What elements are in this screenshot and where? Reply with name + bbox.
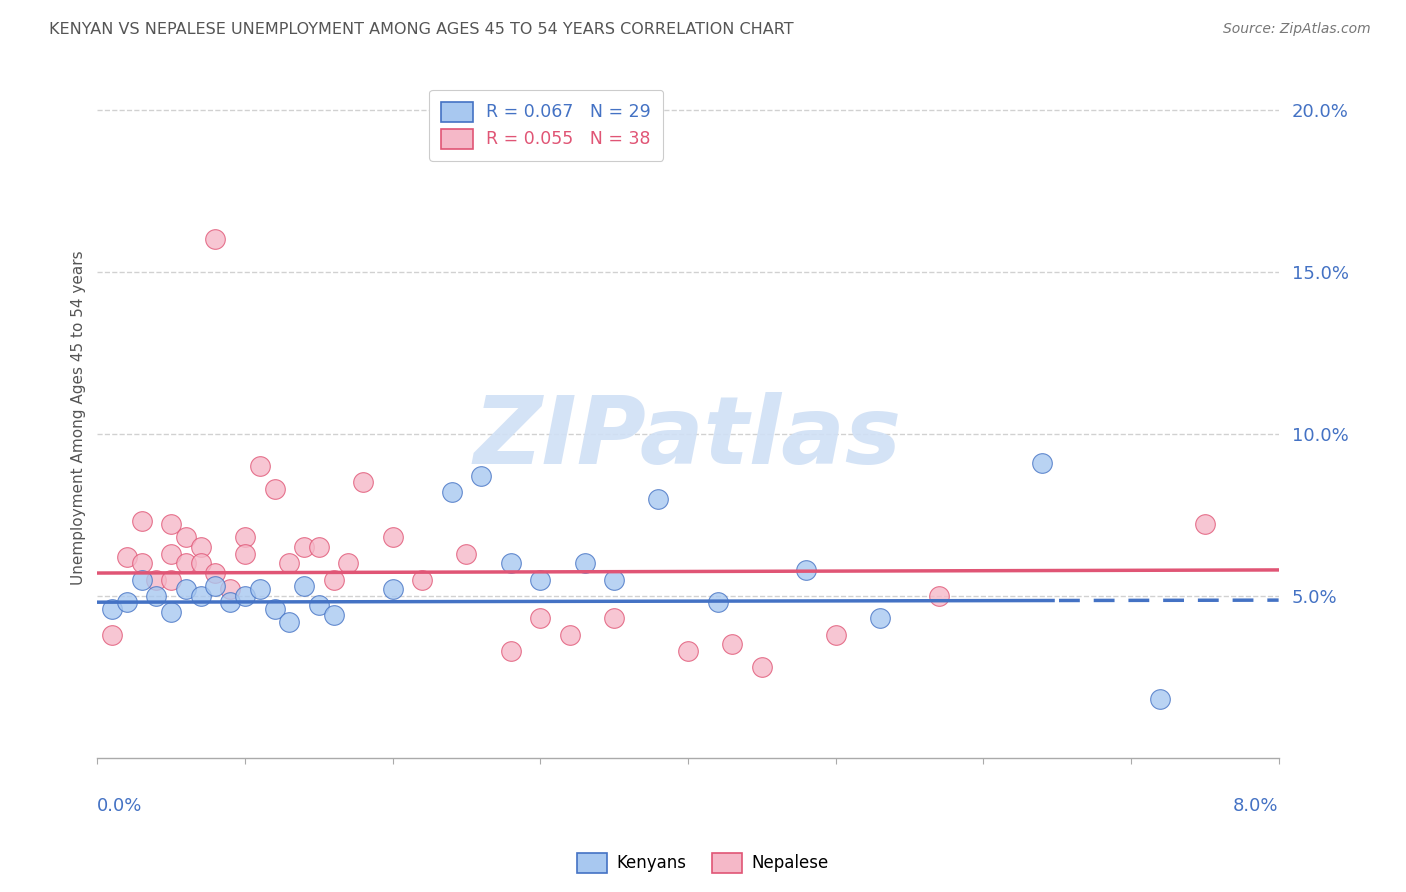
Point	[204, 232, 226, 246]
Y-axis label: Unemployment Among Ages 45 to 54 years: Unemployment Among Ages 45 to 54 years	[72, 251, 86, 585]
Point	[249, 459, 271, 474]
Text: ZIPatlas: ZIPatlas	[474, 392, 903, 484]
Point	[233, 547, 256, 561]
Point	[101, 627, 124, 641]
Point	[529, 611, 551, 625]
Point	[292, 579, 315, 593]
Point	[131, 557, 153, 571]
Point	[352, 475, 374, 490]
Point	[115, 549, 138, 564]
Point	[1031, 456, 1053, 470]
Point	[160, 573, 183, 587]
Legend: R = 0.067   N = 29, R = 0.055   N = 38: R = 0.067 N = 29, R = 0.055 N = 38	[429, 89, 664, 161]
Point	[131, 573, 153, 587]
Point	[308, 599, 330, 613]
Point	[160, 517, 183, 532]
Point	[174, 582, 197, 597]
Point	[145, 589, 167, 603]
Point	[558, 627, 581, 641]
Point	[263, 482, 285, 496]
Point	[174, 530, 197, 544]
Text: 8.0%: 8.0%	[1233, 797, 1278, 814]
Point	[470, 468, 492, 483]
Point	[499, 557, 522, 571]
Point	[131, 514, 153, 528]
Text: 0.0%: 0.0%	[97, 797, 143, 814]
Point	[219, 582, 242, 597]
Point	[233, 530, 256, 544]
Point	[219, 595, 242, 609]
Point	[706, 595, 728, 609]
Point	[204, 566, 226, 580]
Point	[676, 644, 699, 658]
Point	[928, 589, 950, 603]
Point	[190, 589, 212, 603]
Point	[499, 644, 522, 658]
Point	[160, 547, 183, 561]
Point	[233, 589, 256, 603]
Point	[721, 637, 744, 651]
Point	[647, 491, 669, 506]
Point	[278, 615, 301, 629]
Point	[322, 608, 344, 623]
Text: Source: ZipAtlas.com: Source: ZipAtlas.com	[1223, 22, 1371, 37]
Point	[337, 557, 360, 571]
Point	[278, 557, 301, 571]
Point	[160, 605, 183, 619]
Point	[190, 557, 212, 571]
Point	[456, 547, 478, 561]
Point	[574, 557, 596, 571]
Point	[263, 601, 285, 615]
Point	[751, 660, 773, 674]
Point	[869, 611, 891, 625]
Point	[145, 573, 167, 587]
Point	[381, 582, 404, 597]
Point	[308, 540, 330, 554]
Point	[1149, 692, 1171, 706]
Point	[174, 557, 197, 571]
Point	[440, 485, 463, 500]
Point	[529, 573, 551, 587]
Point	[204, 579, 226, 593]
Point	[322, 573, 344, 587]
Point	[603, 573, 626, 587]
Point	[292, 540, 315, 554]
Legend: Kenyans, Nepalese: Kenyans, Nepalese	[571, 847, 835, 880]
Point	[115, 595, 138, 609]
Point	[249, 582, 271, 597]
Point	[824, 627, 846, 641]
Point	[381, 530, 404, 544]
Point	[794, 563, 817, 577]
Text: KENYAN VS NEPALESE UNEMPLOYMENT AMONG AGES 45 TO 54 YEARS CORRELATION CHART: KENYAN VS NEPALESE UNEMPLOYMENT AMONG AG…	[49, 22, 794, 37]
Point	[1194, 517, 1216, 532]
Point	[101, 601, 124, 615]
Point	[190, 540, 212, 554]
Point	[411, 573, 433, 587]
Point	[603, 611, 626, 625]
